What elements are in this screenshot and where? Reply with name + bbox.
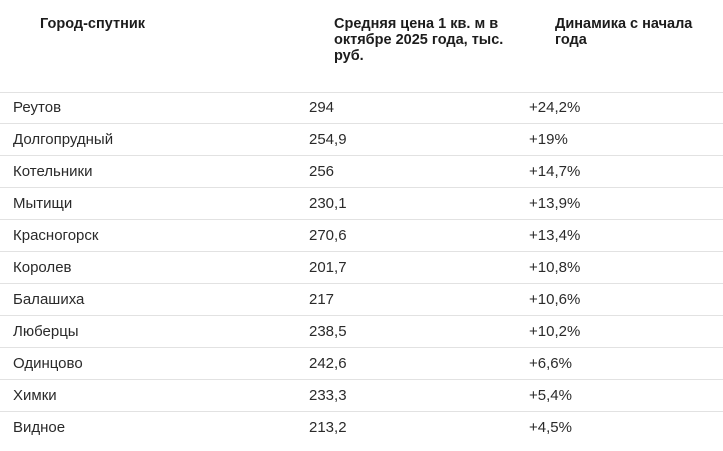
- cell-city: Реутов: [13, 99, 62, 116]
- cell-city: Мытищи: [13, 195, 73, 212]
- table-row: Котельники 256 +14,7%: [0, 156, 723, 188]
- cell-change: +24,2%: [529, 99, 581, 116]
- table-header: Город-спутник Средняя цена 1 кв. м в окт…: [0, 0, 723, 93]
- cell-price: 254,9: [309, 131, 347, 148]
- cell-price: 270,6: [309, 227, 347, 244]
- table-row: Балашиха 217 +10,6%: [0, 284, 723, 316]
- cell-change: +6,6%: [529, 355, 572, 372]
- table-row: Долгопрудный 254,9 +19%: [0, 124, 723, 156]
- cell-price: 230,1: [309, 195, 347, 212]
- header-city: Город-спутник: [40, 16, 146, 32]
- cell-price: 217: [309, 291, 335, 308]
- cell-city: Люберцы: [13, 323, 79, 340]
- cell-change: +19%: [529, 131, 568, 148]
- cell-city: Долгопрудный: [13, 131, 114, 148]
- table-row: Одинцово 242,6 +6,6%: [0, 348, 723, 380]
- cell-change: +14,7%: [529, 163, 581, 180]
- cell-price: 201,7: [309, 259, 347, 276]
- cell-city: Балашиха: [13, 291, 85, 308]
- cell-price: 213,2: [309, 419, 347, 436]
- cell-change: +4,5%: [529, 419, 572, 436]
- table-row: Мытищи 230,1 +13,9%: [0, 188, 723, 220]
- cell-change: +10,6%: [529, 291, 581, 308]
- cell-city: Видное: [13, 419, 66, 436]
- header-change: Динамика с начала года: [555, 16, 693, 48]
- cell-city: Одинцово: [13, 355, 83, 372]
- cell-price: 294: [309, 99, 335, 116]
- cell-change: +13,9%: [529, 195, 581, 212]
- cell-price: 242,6: [309, 355, 347, 372]
- cell-price: 233,3: [309, 387, 347, 404]
- cell-change: +10,8%: [529, 259, 581, 276]
- cell-price: 256: [309, 163, 335, 180]
- table-row: Красногорск 270,6 +13,4%: [0, 220, 723, 252]
- cell-price: 238,5: [309, 323, 347, 340]
- header-price: Средняя цена 1 кв. м в октябре 2025 года…: [334, 16, 504, 64]
- cell-change: +10,2%: [529, 323, 581, 340]
- table-row: Королев 201,7 +10,8%: [0, 252, 723, 284]
- cell-city: Котельники: [13, 163, 93, 180]
- table-row: Химки 233,3 +5,4%: [0, 380, 723, 412]
- table-row: Реутов 294 +24,2%: [0, 92, 723, 124]
- cell-city: Королев: [13, 259, 72, 276]
- table-body: Реутов 294 +24,2% Долгопрудный 254,9 +19% Коте…: [0, 92, 723, 444]
- cell-change: +5,4%: [529, 387, 572, 404]
- table-row: Видное 213,2 +4,5%: [0, 412, 723, 444]
- cell-change: +13,4%: [529, 227, 581, 244]
- table-row: Люберцы 238,5 +10,2%: [0, 316, 723, 348]
- cell-city: Химки: [13, 387, 57, 404]
- cell-city: Красногорск: [13, 227, 99, 244]
